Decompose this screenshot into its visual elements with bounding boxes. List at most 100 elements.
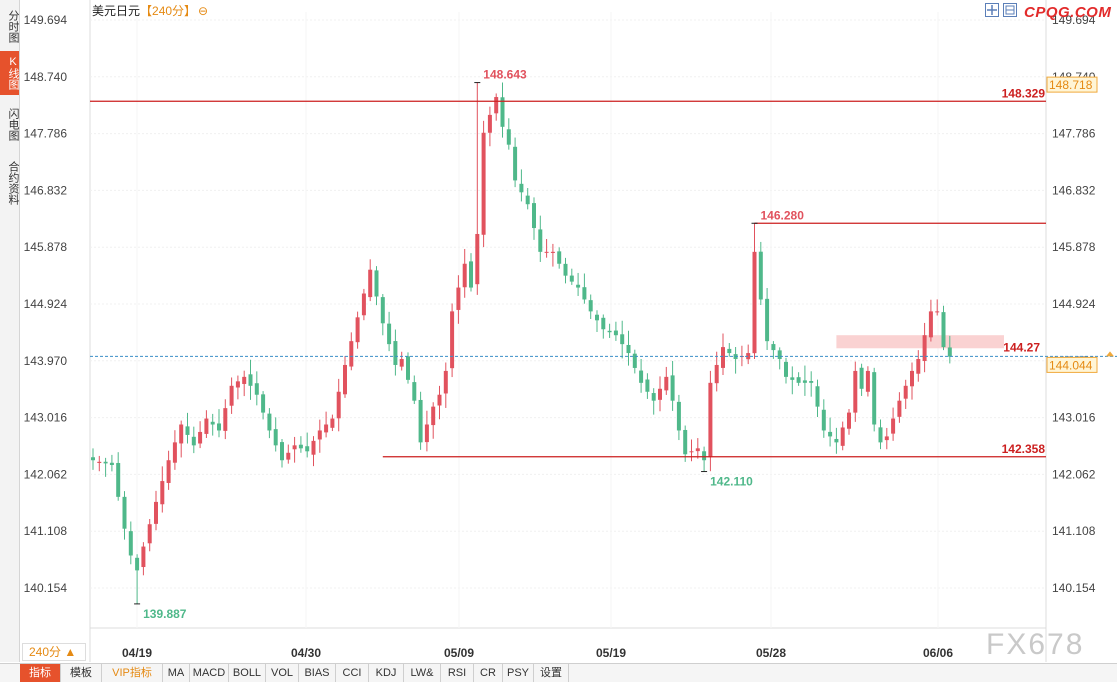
period-selector[interactable]: 240分 ▲ [22,643,86,661]
candle-body [229,385,234,406]
x-tick-label: 04/19 [122,646,152,660]
candle-body [721,347,725,368]
sidebar-tab-3[interactable]: 合约资料 [7,161,19,205]
candle-body [790,377,795,380]
candle-body [412,382,417,401]
y-tick-left: 149.694 [24,13,68,27]
tab-14[interactable]: 设置 [534,664,569,682]
extreme-label: 142.110 [710,475,753,489]
candle-body [935,311,940,313]
candle-body [204,418,209,434]
candle-body [884,436,889,441]
sidebar-tab-0[interactable]: 分时图 [7,9,19,43]
layout-icon[interactable] [1003,3,1017,17]
candle-body [519,183,524,193]
tab-7[interactable]: BIAS [299,664,336,682]
extreme-label: 139.887 [143,607,187,621]
sidebar-tab-1[interactable]: K线图 [0,51,19,95]
candle-body [437,394,442,406]
tab-10[interactable]: LW& [404,664,441,682]
candle-body [853,370,858,413]
candle-body [462,263,467,288]
candle-body [916,359,921,374]
tab-0[interactable]: 指标 [20,664,61,682]
candle-body [910,370,914,387]
y-tick-right: 146.832 [1052,183,1096,197]
candle-body [450,311,455,369]
x-tick-label: 04/30 [291,646,321,660]
candle-body [387,323,392,345]
candle-body [97,461,102,463]
sidebar-tab-2[interactable]: 闪电图 [7,107,19,141]
candle-body [872,372,877,425]
y-tick-left: 148.740 [24,70,68,84]
tab-8[interactable]: CCI [336,664,369,682]
candle-body [525,195,530,205]
candle-body [431,406,436,426]
y-tick-right: 142.062 [1052,467,1096,481]
x-tick-label: 05/09 [444,646,474,660]
candle-body [109,462,114,465]
candle-body [122,496,127,529]
candle-body [172,442,177,463]
tab-12[interactable]: CR [474,664,503,682]
tab-5[interactable]: BOLL [229,664,266,682]
candle-body [128,531,133,556]
tab-6[interactable]: VOL [266,664,299,682]
y-tick-left: 141.108 [24,524,68,538]
candle-body [544,251,549,253]
top-value-tag [1046,76,1098,93]
tab-4[interactable]: MACD [190,664,229,682]
y-tick-right: 145.878 [1052,240,1096,254]
candle-body [154,501,158,524]
candle-body [941,312,946,348]
zoom-out-icon[interactable]: ⊖ [198,4,209,18]
candle-body [166,460,171,483]
y-tick-left: 143.970 [24,354,68,368]
candlestick-chart[interactable]: 149.694149.694148.740148.740147.786147.7… [20,0,1117,662]
tab-13[interactable]: PSY [503,664,534,682]
current-price-arrow-icon [1106,351,1114,357]
zone-label: 144.27 [1003,340,1040,354]
candle-body [254,383,259,395]
y-tick-left: 143.016 [24,411,68,425]
tab-2[interactable]: VIP指标 [102,664,163,682]
candle-body [500,97,505,127]
tab-11[interactable]: RSI [441,664,474,682]
candle-body [185,426,190,435]
candle-body [235,381,240,388]
extreme-label: 148.643 [483,68,527,82]
tab-3[interactable]: MA [163,664,190,682]
tab-1[interactable]: 模板 [61,664,102,682]
sidebar: 分时图 K线图闪电图合约资料 [0,0,20,662]
candle-body [639,370,644,383]
candle-body [538,229,543,252]
candle-body [821,409,826,431]
y-tick-left: 145.878 [24,240,68,254]
candle-body [286,452,291,460]
candle-body [859,367,864,389]
candle-body [595,314,599,321]
candle-body [135,557,140,571]
candle-body [506,129,511,145]
candle-body [393,341,398,365]
chart-header: 美元日元【240分】 ⊖ [92,3,208,19]
tab-9[interactable]: KDJ [369,664,404,682]
candle-body [305,446,310,452]
candle-body [267,413,272,431]
watermark: FX678 [986,628,1085,661]
candle-body [311,440,316,455]
x-tick-label: 05/19 [596,646,626,660]
candle-body [443,370,448,394]
candle-body [349,341,354,367]
period-label[interactable]: 【240分】 [140,4,197,18]
current-price-tag [1046,356,1098,373]
candle-body [784,361,788,377]
y-tick-left: 147.786 [24,127,68,141]
candle-body [809,381,814,383]
candle-body [298,444,303,449]
candle-body [494,97,499,114]
grid-icon[interactable] [985,3,999,17]
candle-body [532,203,536,229]
candle-body [380,297,385,324]
